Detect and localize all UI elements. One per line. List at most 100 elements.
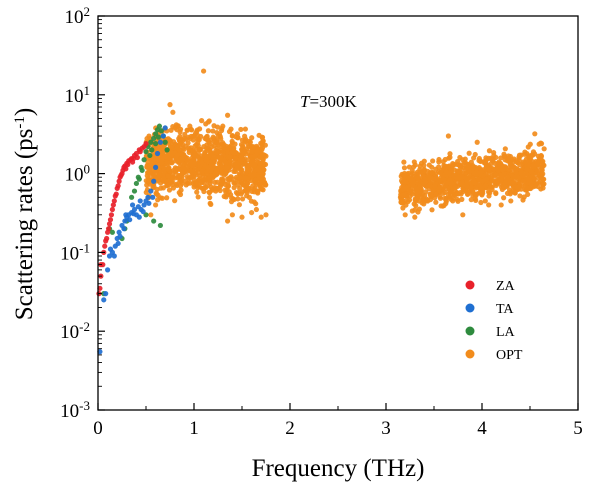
ta-point xyxy=(101,297,107,303)
opt-point xyxy=(507,160,513,167)
opt-point xyxy=(504,174,511,180)
opt-point xyxy=(476,155,482,162)
opt-point xyxy=(522,159,529,165)
opt-point xyxy=(483,164,489,170)
y-axis-ticks: 10-3 10-2 10-1 100 101 102 xyxy=(60,4,105,422)
opt-point xyxy=(226,129,233,135)
opt-point xyxy=(207,194,213,201)
opt-point xyxy=(414,175,421,181)
opt-point xyxy=(430,158,436,164)
opt-point xyxy=(208,161,214,168)
opt-point xyxy=(505,153,512,159)
opt-point xyxy=(244,180,250,186)
za-point xyxy=(123,166,129,172)
opt-point xyxy=(215,133,221,139)
opt-point xyxy=(538,141,545,147)
opt-point xyxy=(170,109,176,115)
opt-point xyxy=(178,187,184,193)
legend-label-ta: TA xyxy=(496,302,514,317)
y-tick-label: 102 xyxy=(65,4,91,29)
za-point xyxy=(109,206,115,213)
opt-point xyxy=(517,193,523,199)
ta-point xyxy=(123,212,129,218)
opt-point xyxy=(400,205,406,211)
opt-point xyxy=(496,165,502,171)
la-point xyxy=(153,141,159,147)
opt-point xyxy=(191,184,197,190)
opt-point xyxy=(408,177,414,183)
opt-point xyxy=(205,165,211,171)
ta-point xyxy=(115,240,121,247)
opt-point xyxy=(191,177,197,183)
opt-point xyxy=(189,127,195,133)
opt-point xyxy=(501,195,507,201)
opt-point xyxy=(498,202,504,208)
opt-point xyxy=(172,198,178,204)
opt-point xyxy=(241,148,248,154)
la-point xyxy=(156,123,163,129)
opt-point xyxy=(196,170,202,176)
opt-point xyxy=(194,189,200,195)
opt-point xyxy=(520,178,527,184)
za-point xyxy=(119,171,125,177)
opt-point xyxy=(226,189,232,195)
opt-point xyxy=(146,177,152,183)
opt-point xyxy=(255,190,261,196)
opt-point xyxy=(492,160,498,166)
opt-point xyxy=(203,157,209,163)
opt-point xyxy=(249,160,255,166)
opt-point xyxy=(233,174,240,180)
opt-point xyxy=(448,180,454,186)
opt-point xyxy=(445,133,451,139)
opt-point xyxy=(246,194,253,200)
legend-marker-la xyxy=(465,326,475,336)
opt-point xyxy=(259,177,265,183)
za-point xyxy=(105,226,112,232)
opt-point xyxy=(210,128,216,134)
opt-point xyxy=(191,161,197,167)
opt-point xyxy=(205,119,211,125)
legend-marker-ta xyxy=(465,303,475,313)
opt-point xyxy=(433,191,439,198)
opt-point xyxy=(470,164,477,170)
ta-point xyxy=(160,133,166,139)
opt-point xyxy=(520,197,526,203)
opt-point xyxy=(482,183,489,189)
opt-point xyxy=(181,146,187,152)
opt-point xyxy=(196,184,203,190)
opt-point xyxy=(153,202,159,208)
opt-point xyxy=(491,150,497,156)
ta-point xyxy=(145,194,151,200)
opt-point xyxy=(240,182,246,188)
opt-point xyxy=(427,176,433,182)
opt-point xyxy=(417,163,423,169)
opt-point xyxy=(250,144,257,150)
x-tick-label: 4 xyxy=(477,418,487,439)
la-point xyxy=(129,194,135,200)
opt-point xyxy=(146,133,152,139)
ta-point xyxy=(103,291,109,297)
za-point xyxy=(125,162,131,168)
opt-point xyxy=(518,170,524,176)
ta-point xyxy=(130,211,137,217)
opt-point xyxy=(451,191,457,197)
opt-point xyxy=(399,171,405,177)
ta-point xyxy=(153,164,159,170)
opt-point xyxy=(229,212,235,218)
opt-point xyxy=(223,194,229,200)
opt-point xyxy=(441,162,447,169)
opt-point xyxy=(195,194,201,200)
opt-point xyxy=(483,176,490,182)
opt-point xyxy=(474,139,480,145)
opt-point xyxy=(218,181,224,187)
opt-point xyxy=(208,184,214,190)
ta-point xyxy=(105,267,111,273)
opt-point xyxy=(436,164,442,170)
za-point xyxy=(113,191,119,197)
la-point xyxy=(141,157,147,163)
ta-point xyxy=(162,125,168,131)
opt-point xyxy=(541,146,547,152)
opt-point xyxy=(517,180,523,186)
opt-point xyxy=(528,169,535,175)
opt-point xyxy=(220,123,226,129)
